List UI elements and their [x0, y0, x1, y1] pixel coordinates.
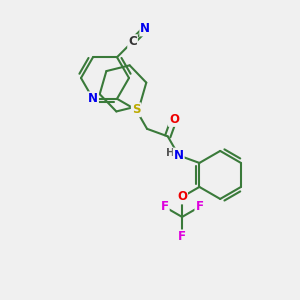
Text: N: N [174, 149, 184, 162]
Text: S: S [132, 103, 140, 116]
Text: O: O [177, 190, 187, 203]
Text: F: F [161, 200, 169, 213]
Text: O: O [169, 113, 179, 126]
Text: N: N [140, 22, 150, 35]
Text: C: C [128, 35, 137, 48]
Text: F: F [195, 200, 203, 213]
Text: F: F [178, 230, 186, 243]
Text: H: H [167, 148, 175, 158]
Text: N: N [88, 92, 98, 105]
